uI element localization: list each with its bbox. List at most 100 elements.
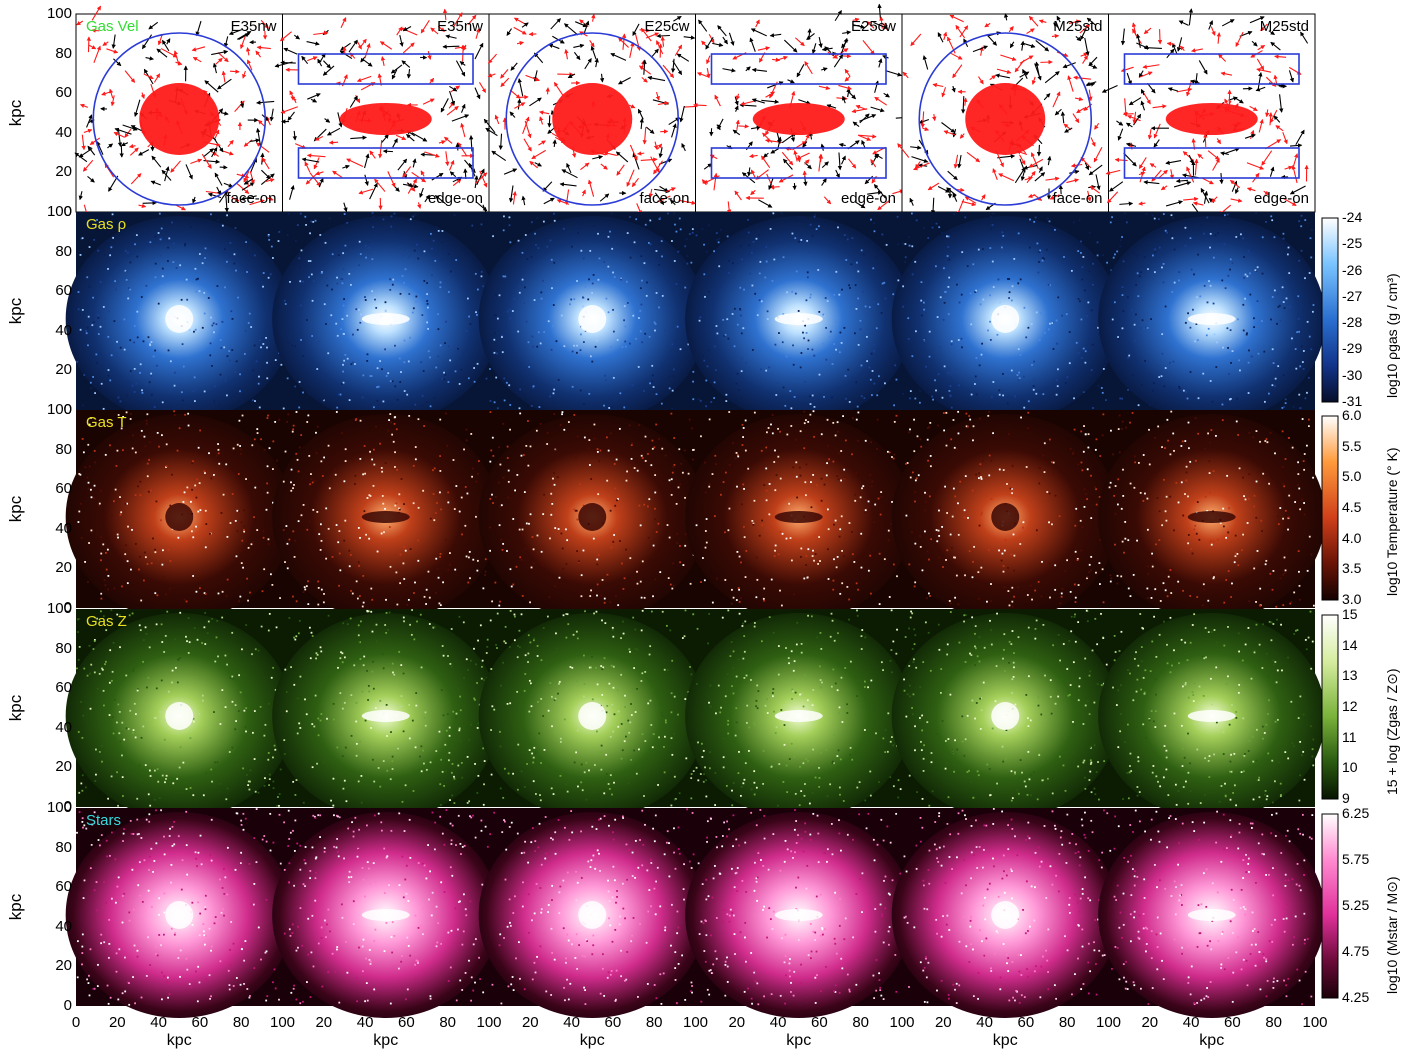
map-pixel	[1297, 295, 1300, 298]
map-pixel	[624, 692, 627, 694]
map-pixel	[100, 552, 103, 555]
map-pixel	[193, 376, 196, 379]
velocity-arrow	[449, 171, 457, 178]
map-pixel	[117, 536, 119, 539]
map-pixel	[244, 726, 247, 728]
map-pixel	[416, 620, 418, 623]
map-pixel	[122, 795, 124, 797]
map-pixel	[241, 414, 244, 417]
map-pixel	[1291, 337, 1293, 340]
map-pixel	[341, 278, 344, 281]
map-pixel	[690, 427, 693, 430]
map-pixel	[668, 375, 671, 378]
velocity-arrow	[266, 196, 274, 201]
map-pixel	[1253, 317, 1255, 320]
map-pixel	[915, 330, 917, 333]
map-pixel	[859, 319, 862, 322]
map-pixel	[354, 419, 357, 421]
map-pixel	[424, 711, 427, 714]
map-pixel	[628, 648, 631, 651]
map-pixel	[1109, 481, 1112, 484]
velocity-arrow	[726, 201, 732, 215]
map-pixel	[897, 279, 900, 282]
velocity-arrow	[1231, 180, 1238, 192]
map-pixel	[1118, 414, 1121, 417]
velocity-arrow	[1265, 76, 1277, 87]
velocity-arrow	[290, 96, 297, 101]
panel-map-2	[478, 410, 706, 620]
map-pixel	[559, 737, 562, 740]
map-pixel	[653, 321, 656, 324]
map-pixel	[714, 463, 717, 465]
map-pixel	[404, 549, 407, 552]
map-pixel	[1190, 383, 1193, 386]
map-pixel	[1164, 229, 1167, 232]
velocity-arrow	[855, 104, 867, 110]
map-pixel	[203, 390, 206, 393]
map-pixel	[1086, 498, 1089, 500]
velocity-arrow	[654, 192, 665, 206]
map-pixel	[143, 435, 146, 438]
map-pixel	[502, 476, 505, 479]
map-pixel	[491, 493, 493, 496]
map-pixel	[1112, 453, 1114, 456]
map-pixel	[629, 216, 631, 218]
map-pixel	[813, 435, 815, 438]
map-pixel	[430, 247, 433, 250]
map-pixel	[1090, 474, 1092, 477]
map-pixel	[560, 741, 562, 743]
map-pixel	[540, 550, 543, 553]
map-pixel	[94, 392, 96, 395]
map-pixel	[403, 546, 405, 548]
map-pixel	[1207, 599, 1210, 602]
map-pixel	[389, 278, 392, 281]
map-pixel	[532, 385, 535, 388]
velocity-arrow	[1080, 28, 1087, 41]
map-pixel	[868, 366, 871, 369]
map-pixel	[402, 562, 405, 565]
map-pixel	[1116, 574, 1119, 577]
map-pixel	[779, 530, 782, 533]
map-pixel	[1147, 268, 1149, 271]
map-pixel	[489, 549, 492, 552]
map-pixel	[463, 676, 465, 679]
map-pixel	[928, 355, 931, 358]
velocity-arrow	[1165, 200, 1183, 207]
map-pixel	[719, 245, 722, 248]
velocity-arrow	[494, 114, 500, 125]
map-pixel	[957, 603, 960, 606]
map-pixel	[155, 500, 158, 503]
map-pixel	[298, 257, 301, 260]
map-pixel	[250, 543, 253, 546]
map-pixel	[1088, 563, 1091, 566]
map-pixel	[1146, 497, 1149, 500]
map-pixel	[686, 262, 689, 265]
map-pixel	[221, 224, 224, 227]
panel-map-5	[1098, 410, 1326, 620]
map-pixel	[947, 286, 950, 288]
velocity-arrow	[153, 73, 161, 83]
map-pixel	[824, 297, 827, 299]
map-pixel	[209, 342, 212, 345]
map-pixel	[1127, 587, 1130, 590]
velocity-arrow	[749, 37, 756, 52]
map-pixel	[1271, 348, 1274, 351]
map-pixel	[316, 368, 319, 370]
map-pixel	[1198, 538, 1201, 541]
velocity-arrow	[449, 85, 458, 92]
map-pixel	[299, 212, 302, 215]
velocity-arrow	[476, 168, 485, 186]
map-pixel	[371, 630, 374, 633]
map-pixel	[653, 446, 656, 449]
map-pixel	[730, 602, 733, 605]
map-pixel	[558, 682, 560, 685]
map-pixel	[612, 730, 615, 733]
map-pixel	[575, 351, 578, 354]
map-pixel	[1007, 250, 1010, 253]
map-pixel	[135, 234, 138, 237]
map-pixel	[455, 716, 457, 719]
map-pixel	[1288, 494, 1291, 497]
map-pixel	[731, 588, 733, 591]
map-pixel	[1242, 237, 1245, 240]
map-pixel	[245, 730, 247, 733]
